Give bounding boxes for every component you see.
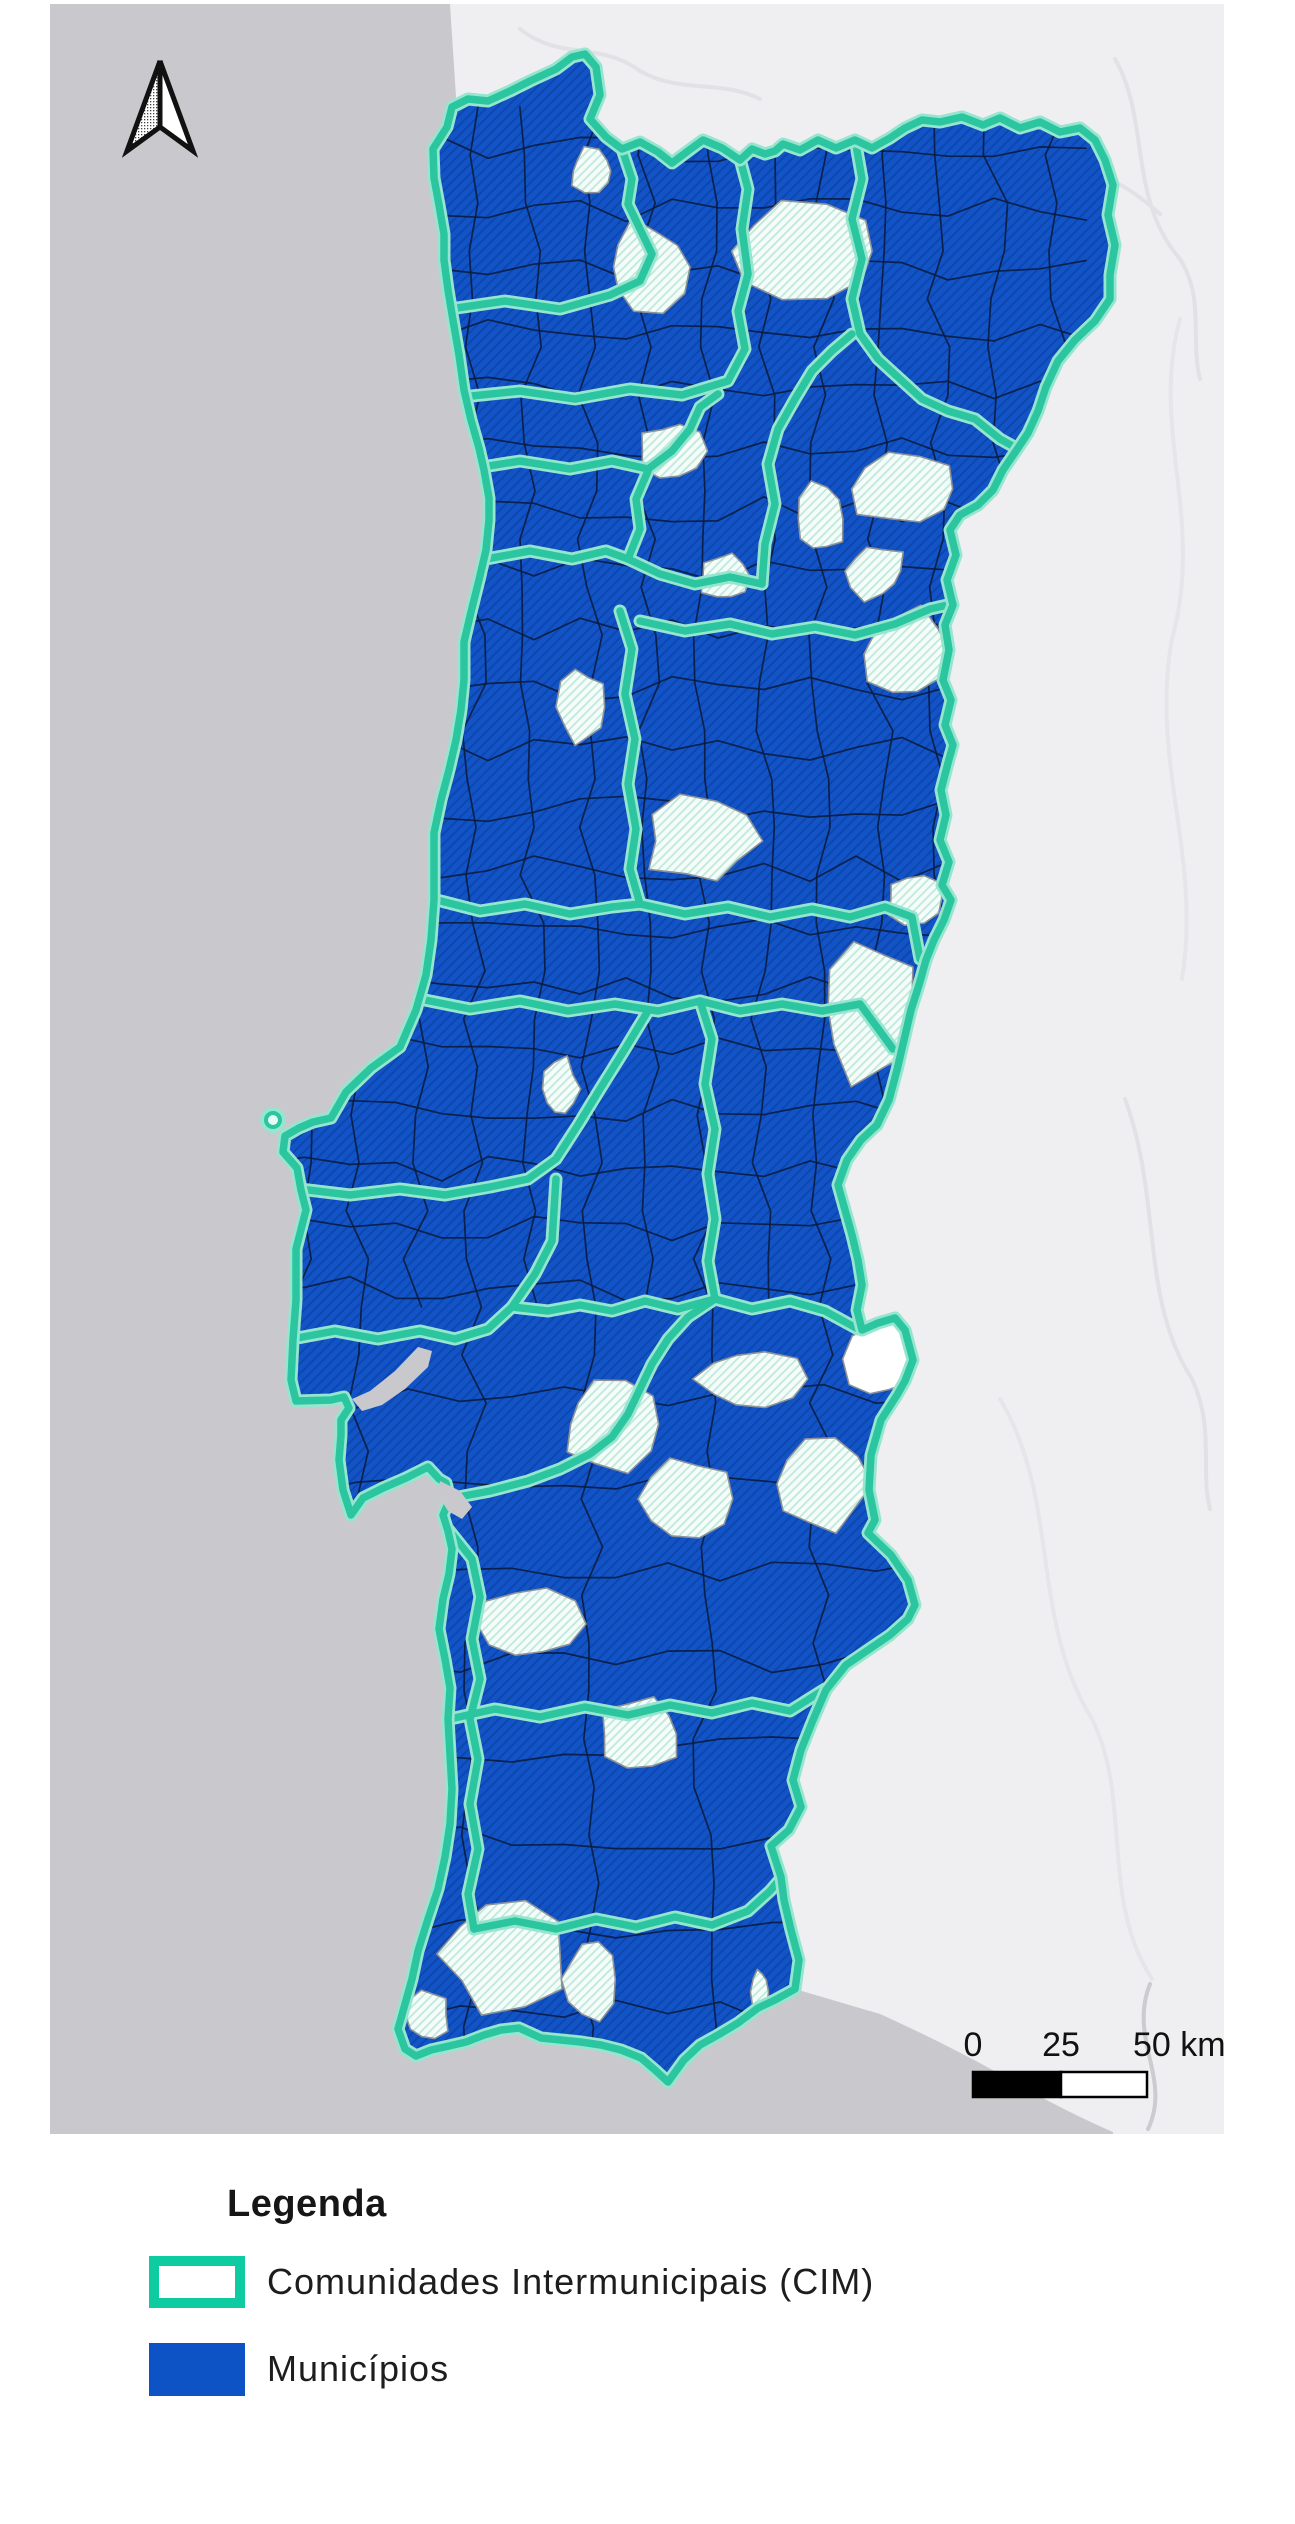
legend-label-cim: Comunidades Intermunicipais (CIM)	[267, 2261, 875, 2302]
scale-label-50km: 50 km	[1133, 2026, 1224, 2064]
north-arrow-icon	[121, 60, 199, 158]
estuaries	[352, 1347, 472, 1519]
legend-item-cim: Comunidades Intermunicipais (CIM)	[149, 2255, 874, 2309]
berlengas-islet	[260, 1107, 286, 1133]
cim-boundaries	[285, 132, 1025, 1936]
scale-label-0: 0	[964, 2026, 983, 2064]
legend-label-municipios: Municípios	[267, 2348, 450, 2389]
scale-bar: 0 25 50 km	[964, 2026, 1224, 2099]
legend-item-municipios: Municípios	[149, 2342, 449, 2396]
scale-label-25: 25	[1042, 2026, 1080, 2064]
legend-title: Legenda	[227, 2183, 387, 2225]
cim-outline-swatch	[149, 2256, 245, 2308]
municipality-fill-swatch	[149, 2342, 245, 2396]
neighbor-roads	[518, 27, 1212, 2131]
map-canvas: 0 25 50 km	[50, 4, 1224, 2134]
portugal-map: 0 25 50 km	[50, 4, 1224, 2134]
